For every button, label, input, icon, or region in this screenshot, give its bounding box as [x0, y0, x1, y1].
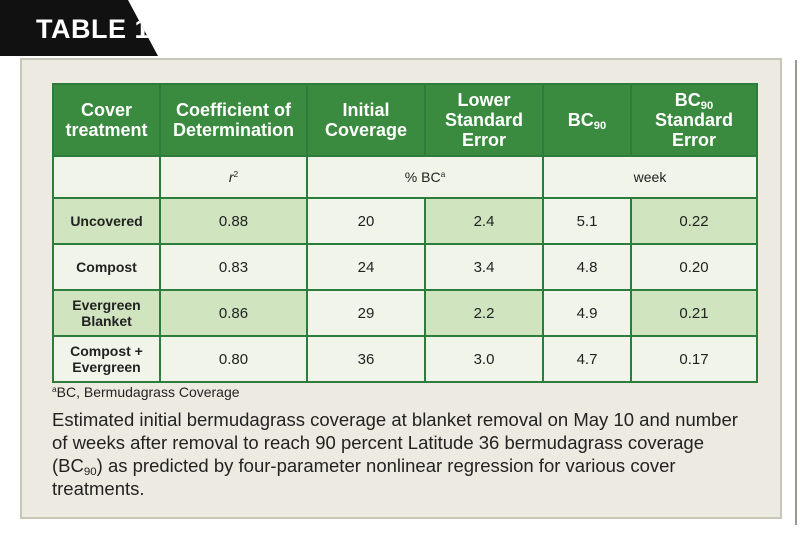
cell-bc90: 5.1: [542, 197, 632, 245]
caption-text-end: ) as predicted by four-parameter nonline…: [52, 455, 676, 499]
cell-bc90-se: 0.20: [630, 243, 758, 291]
units-percent-cell: % BCa: [306, 155, 544, 199]
cell-lower-se: 3.0: [424, 335, 544, 383]
cell-initial: 36: [306, 335, 426, 383]
col-header-cover-treatment: Cover treatment: [52, 83, 161, 157]
col-header-subscript: 90: [700, 99, 714, 112]
cell-bc90-se: 0.22: [630, 197, 758, 245]
cell-initial: 29: [306, 289, 426, 337]
units-percent: % BC: [404, 169, 441, 185]
row-label: Compost: [52, 243, 161, 291]
row-label: Compost + Evergreen: [52, 335, 161, 383]
col-header-text: Coefficient of Determination: [172, 100, 295, 140]
row-label: Uncovered: [52, 197, 161, 245]
cell-r2: 0.86: [159, 289, 308, 337]
cell-r2: 0.83: [159, 243, 308, 291]
table-footnote: aBC, Bermudagrass Coverage: [52, 384, 240, 400]
header-row: Cover treatment Coefficient of Determina…: [52, 83, 758, 157]
units-row: r2 % BCa week: [52, 155, 758, 199]
page-edge-divider: [795, 60, 797, 525]
table-caption: Estimated initial bermudagrass coverage …: [52, 408, 752, 500]
col-header-bc90: BC90: [542, 83, 632, 157]
table-row: Evergreen Blanket 0.86 29 2.2 4.9 0.21: [52, 289, 758, 337]
cell-lower-se: 2.2: [424, 289, 544, 337]
caption-text: Estimated initial bermudagrass coverage …: [52, 409, 738, 476]
units-week: week: [633, 169, 667, 185]
cell-bc90: 4.7: [542, 335, 632, 383]
caption-subscript: 90: [83, 465, 97, 478]
col-header-coefficient: Coefficient of Determination: [159, 83, 308, 157]
units-r2: r: [228, 169, 234, 185]
footnote-text: BC, Bermudagrass Coverage: [56, 384, 240, 400]
col-header-initial-coverage: Initial Coverage: [306, 83, 426, 157]
units-r2-cell: r2: [159, 155, 308, 199]
table-number-label: TABLE 1: [36, 14, 151, 44]
col-header-text: Standard Error: [654, 110, 733, 150]
col-header-text: BC: [567, 110, 594, 130]
row-label: Evergreen Blanket: [52, 289, 161, 337]
cell-lower-se: 2.4: [424, 197, 544, 245]
col-header-text: BC: [674, 90, 701, 110]
cell-bc90: 4.9: [542, 289, 632, 337]
cell-initial: 24: [306, 243, 426, 291]
units-percent-sup: a: [440, 168, 446, 179]
col-header-text: Initial Coverage: [324, 100, 408, 140]
cell-r2: 0.88: [159, 197, 308, 245]
units-blank-cell: [52, 155, 161, 199]
cell-bc90-se: 0.17: [630, 335, 758, 383]
table-row: Compost 0.83 24 3.4 4.8 0.20: [52, 243, 758, 291]
table-row: Compost + Evergreen 0.80 36 3.0 4.7 0.17: [52, 335, 758, 383]
col-header-lower-se: Lower Standard Error: [424, 83, 544, 157]
col-header-text: Lower Standard Error: [444, 90, 523, 150]
results-table: Cover treatment Coefficient of Determina…: [52, 83, 758, 383]
cell-bc90-se: 0.21: [630, 289, 758, 337]
units-r2-sup: 2: [233, 168, 239, 179]
cell-lower-se: 3.4: [424, 243, 544, 291]
units-week-cell: week: [542, 155, 758, 199]
cell-r2: 0.80: [159, 335, 308, 383]
table-number-tab: TABLE 1: [0, 0, 158, 56]
table-row: Uncovered 0.88 20 2.4 5.1 0.22: [52, 197, 758, 245]
col-header-subscript: 90: [593, 119, 607, 132]
col-header-text: Cover treatment: [65, 100, 148, 140]
footnote-marker: a: [52, 383, 57, 394]
cell-bc90: 4.8: [542, 243, 632, 291]
col-header-bc90-se: BC90 Standard Error: [630, 83, 758, 157]
cell-initial: 20: [306, 197, 426, 245]
